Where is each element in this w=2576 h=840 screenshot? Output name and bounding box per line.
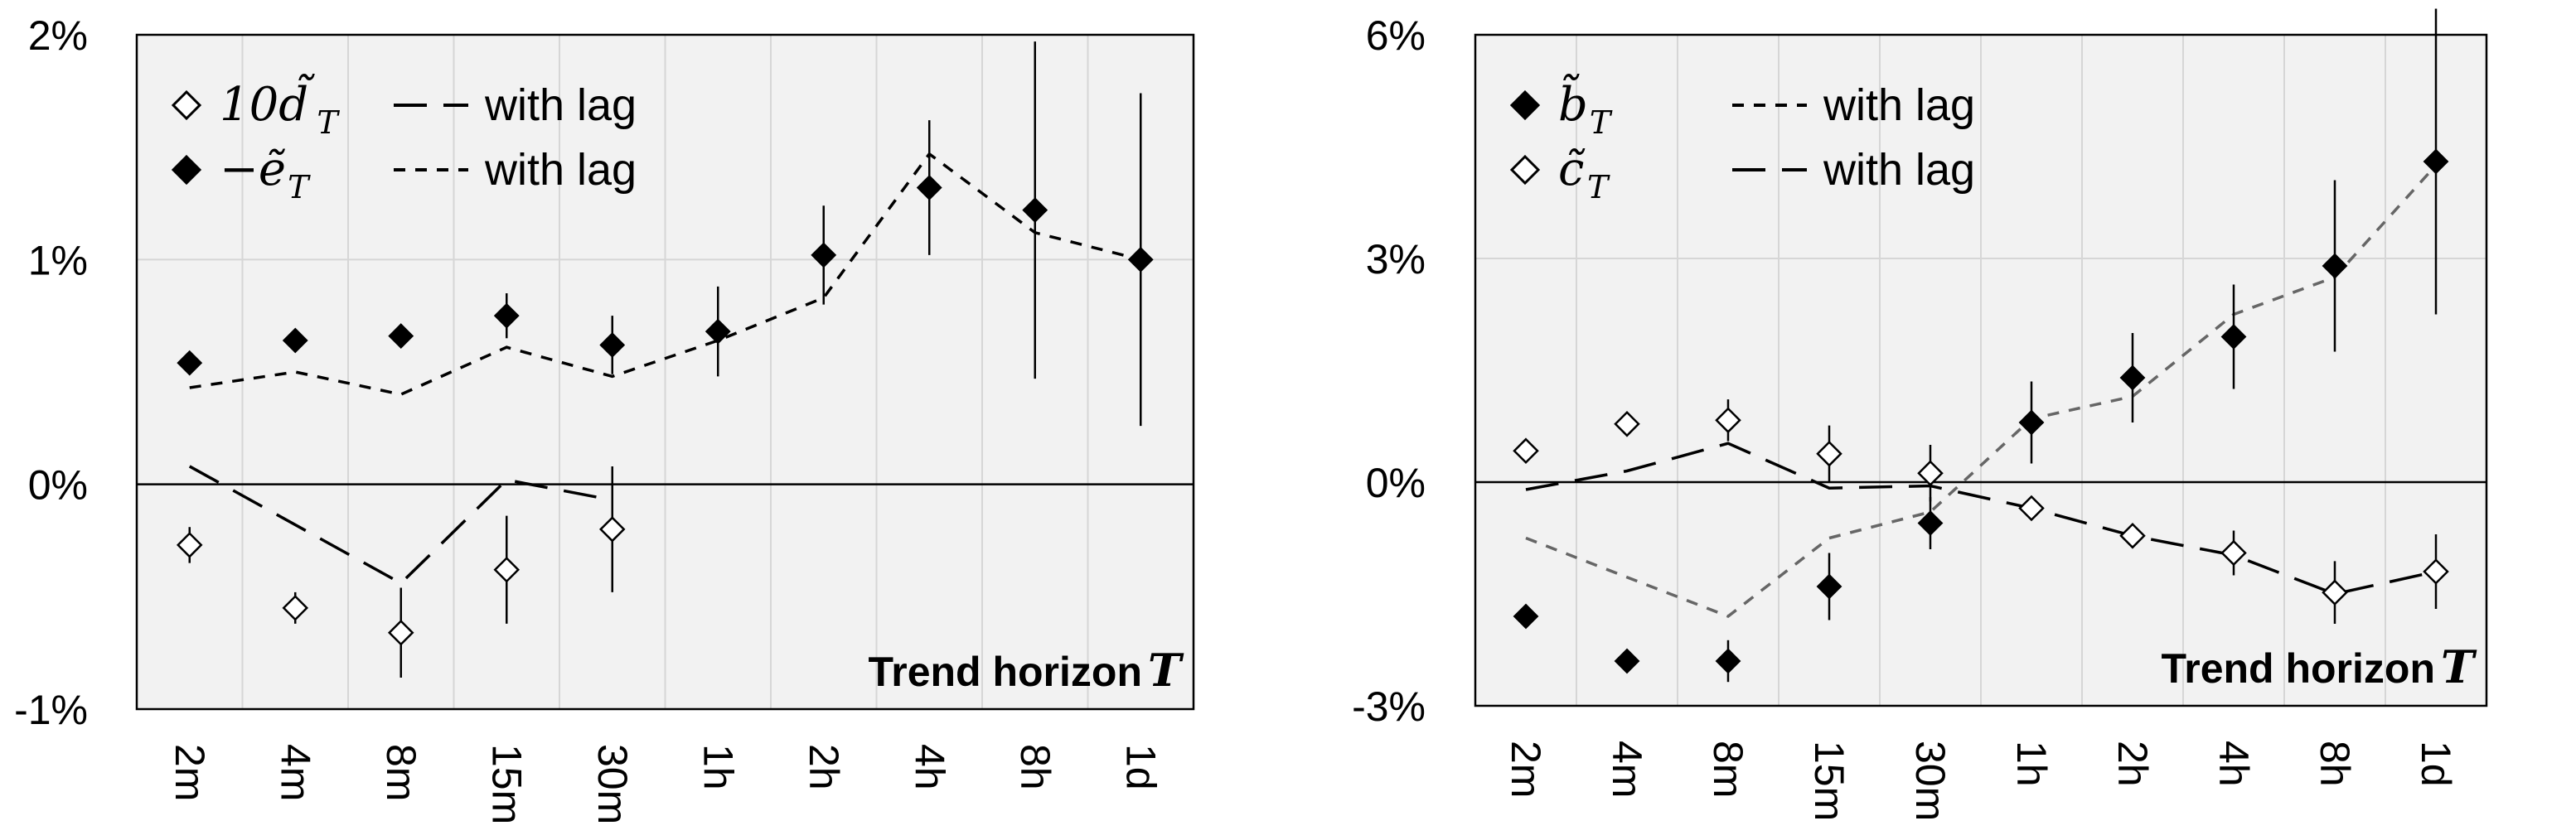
legend-marker: [171, 154, 202, 186]
data-point-filled: [811, 242, 837, 268]
legend-symbol-subscript: T: [1590, 104, 1613, 141]
data-point-open: [1715, 407, 1741, 434]
series-line: [189, 152, 1141, 396]
data-point-filled: [916, 175, 942, 200]
y-tick-label: -1%: [14, 687, 88, 733]
legend-label: with lag: [1823, 80, 1975, 130]
legend-symbol: b̃: [1558, 74, 1588, 132]
data-point-filled: [1816, 573, 1842, 600]
data-point-open: [2322, 579, 2348, 606]
x-tick-label: 2h: [2109, 741, 2156, 787]
legend-label: with lag: [1823, 145, 1975, 195]
data-point-filled: [599, 332, 626, 358]
data-point-open: [2018, 495, 2045, 522]
legend-symbol-subscript: T: [288, 169, 311, 205]
data-point-filled: [705, 318, 731, 345]
y-tick-label: 6%: [1366, 12, 1426, 59]
data-point-open: [176, 532, 203, 558]
x-tick-label: 2m: [167, 744, 213, 801]
data-point-filled: [1614, 648, 1640, 674]
data-point-filled: [1022, 197, 1048, 224]
data-point-filled: [2220, 324, 2247, 350]
x-tick-label: 4m: [1604, 741, 1650, 798]
plot-border: [135, 33, 1195, 711]
data-point-open: [2423, 558, 2449, 585]
x-tick-label: 1d: [2413, 741, 2459, 787]
y-tick-label: 0%: [1366, 460, 1426, 506]
legend-symbol-subscript: T: [1587, 169, 1610, 205]
x-tick-label: 1h: [2008, 741, 2055, 787]
x-tick-label: 4m: [272, 744, 318, 801]
horizon-variable: T: [2441, 640, 2477, 693]
legend-label: with lag: [484, 80, 637, 130]
data-point-open: [1614, 411, 1640, 437]
x-tick-label: 15m: [1806, 741, 1852, 821]
legend-symbol: 10d̃: [220, 74, 315, 132]
data-point-filled: [282, 327, 308, 354]
horizon-annotation: Trend horizon: [2161, 645, 2435, 692]
x-tick-label: 2h: [801, 744, 847, 790]
data-point-filled: [1715, 648, 1741, 674]
data-point-filled: [1513, 603, 1539, 630]
data-point-filled: [2119, 364, 2146, 391]
y-tick-label: 0%: [28, 462, 88, 509]
x-tick-label: 1h: [695, 744, 741, 790]
data-point-open: [1513, 437, 1539, 464]
data-point-filled: [388, 323, 414, 350]
y-tick-label: 3%: [1366, 236, 1426, 282]
x-tick-label: 15m: [483, 744, 530, 824]
legend-symbol-subscript: T: [317, 104, 340, 141]
legend-marker: [171, 89, 202, 121]
x-tick-label: 4h: [2210, 741, 2257, 787]
x-tick-label: 30m: [1907, 741, 1954, 821]
data-point-open: [1816, 441, 1842, 467]
data-point-open: [282, 595, 309, 621]
data-point-open: [387, 619, 414, 646]
horizon-annotation: Trend horizon: [868, 649, 1142, 695]
legend-symbol: −ẽ: [220, 142, 286, 196]
x-tick-label: 4h: [906, 744, 952, 790]
y-tick-label: -3%: [1352, 683, 1426, 730]
x-tick-label: 8m: [1705, 741, 1751, 798]
data-point-filled: [2322, 253, 2348, 279]
data-point-open: [493, 557, 521, 583]
data-point-filled: [2423, 148, 2449, 175]
legend-symbol: c̃: [1558, 142, 1586, 196]
data-point-open: [2119, 523, 2146, 549]
y-tick-label: 2%: [28, 12, 88, 59]
x-tick-label: 2m: [1503, 741, 1549, 798]
horizon-variable: T: [1148, 644, 1184, 697]
x-tick-label: 1d: [1117, 744, 1164, 790]
y-tick-label: 1%: [28, 237, 88, 283]
data-point-filled: [493, 302, 520, 329]
series-line: [188, 465, 613, 586]
x-tick-label: 30m: [589, 744, 636, 824]
x-tick-label: 8h: [2312, 741, 2358, 787]
data-point-open: [598, 516, 626, 543]
x-tick-label: 8h: [1012, 744, 1058, 790]
legend-label: with lag: [484, 145, 637, 195]
x-tick-label: 8m: [378, 744, 424, 801]
data-point-filled: [1127, 246, 1154, 273]
data-point-filled: [2018, 409, 2045, 436]
series-line: [1525, 442, 2437, 596]
data-point-filled: [1917, 510, 1944, 536]
data-point-filled: [177, 350, 203, 376]
data-point-open: [2220, 539, 2247, 567]
plot-border: [1474, 33, 2488, 707]
legend-marker: [1509, 89, 1541, 121]
data-point-open: [1917, 460, 1944, 486]
legend-marker: [1509, 154, 1541, 186]
